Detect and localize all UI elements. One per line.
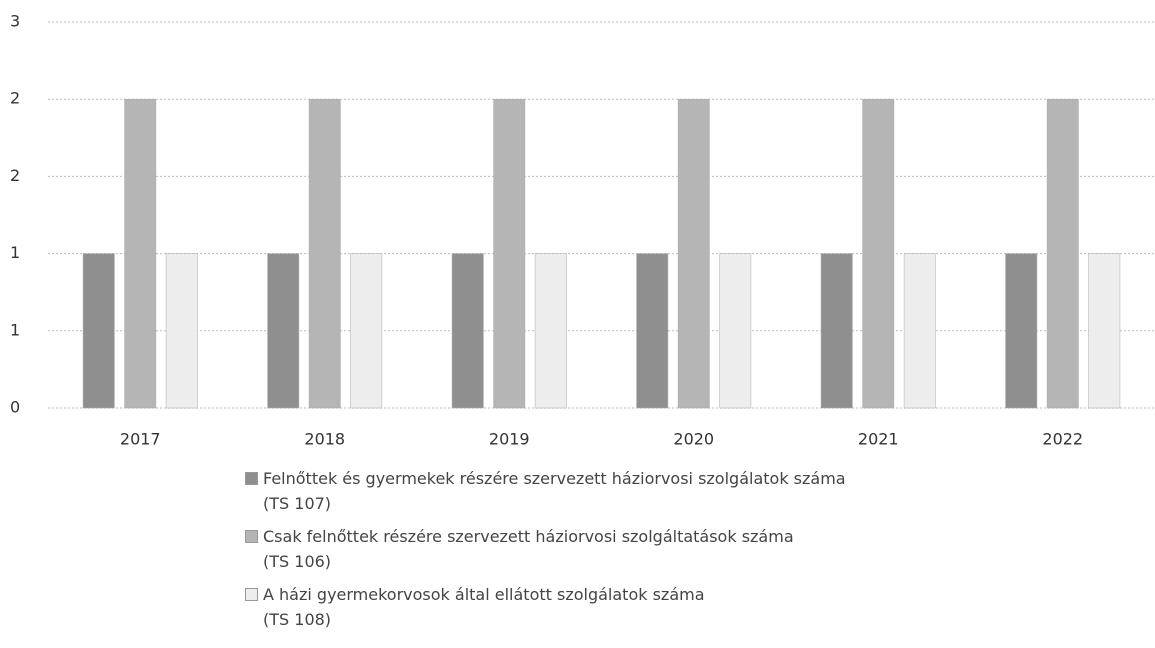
y-tick-label: 0: [10, 398, 20, 417]
bar: [862, 98, 895, 409]
legend-swatch: [245, 588, 258, 601]
x-tick-label: 2020: [673, 430, 714, 449]
bar: [1005, 253, 1038, 409]
bar: [903, 253, 936, 409]
y-tick-label: 1: [10, 243, 20, 262]
bar: [350, 253, 383, 409]
legend-swatch: [245, 472, 258, 485]
bar: [719, 253, 752, 409]
bar: [165, 253, 198, 409]
legend-entry: Csak felnőttek részére szervezett házior…: [245, 524, 846, 574]
y-tick-label: 1: [10, 320, 20, 339]
x-tick-label: 2021: [858, 430, 899, 449]
bar: [820, 253, 853, 409]
bar: [82, 253, 115, 409]
legend-label: Csak felnőttek részére szervezett házior…: [263, 527, 794, 571]
legend-entry: A házi gyermekorvosok által ellátott szo…: [245, 582, 846, 632]
bar: [451, 253, 484, 409]
bar: [1088, 253, 1121, 409]
chart: 0 1 1 2 2 3 2017 2018 2019 2020 2021 2022: [10, 12, 1155, 449]
x-tick-label: 2017: [120, 430, 161, 449]
legend: Felnőttek és gyermekek részére szervezet…: [245, 466, 846, 640]
x-tick-label: 2018: [304, 430, 345, 449]
bar: [534, 253, 567, 409]
bar: [493, 98, 526, 409]
bar: [267, 253, 300, 409]
bar: [636, 253, 669, 409]
legend-swatch: [245, 530, 258, 543]
legend-label: Felnőttek és gyermekek részére szervezet…: [263, 469, 846, 513]
y-tick-label: 3: [10, 12, 20, 31]
bar: [308, 98, 341, 409]
y-tick-label: 2: [10, 166, 20, 185]
x-tick-label: 2019: [489, 430, 530, 449]
bar: [1046, 98, 1079, 409]
legend-label: A házi gyermekorvosok által ellátott szo…: [263, 585, 705, 629]
x-tick-label: 2022: [1042, 430, 1083, 449]
bar: [677, 98, 710, 409]
y-tick-label: 2: [10, 89, 20, 108]
bar: [124, 98, 157, 409]
legend-entry: Felnőttek és gyermekek részére szervezet…: [245, 466, 846, 516]
